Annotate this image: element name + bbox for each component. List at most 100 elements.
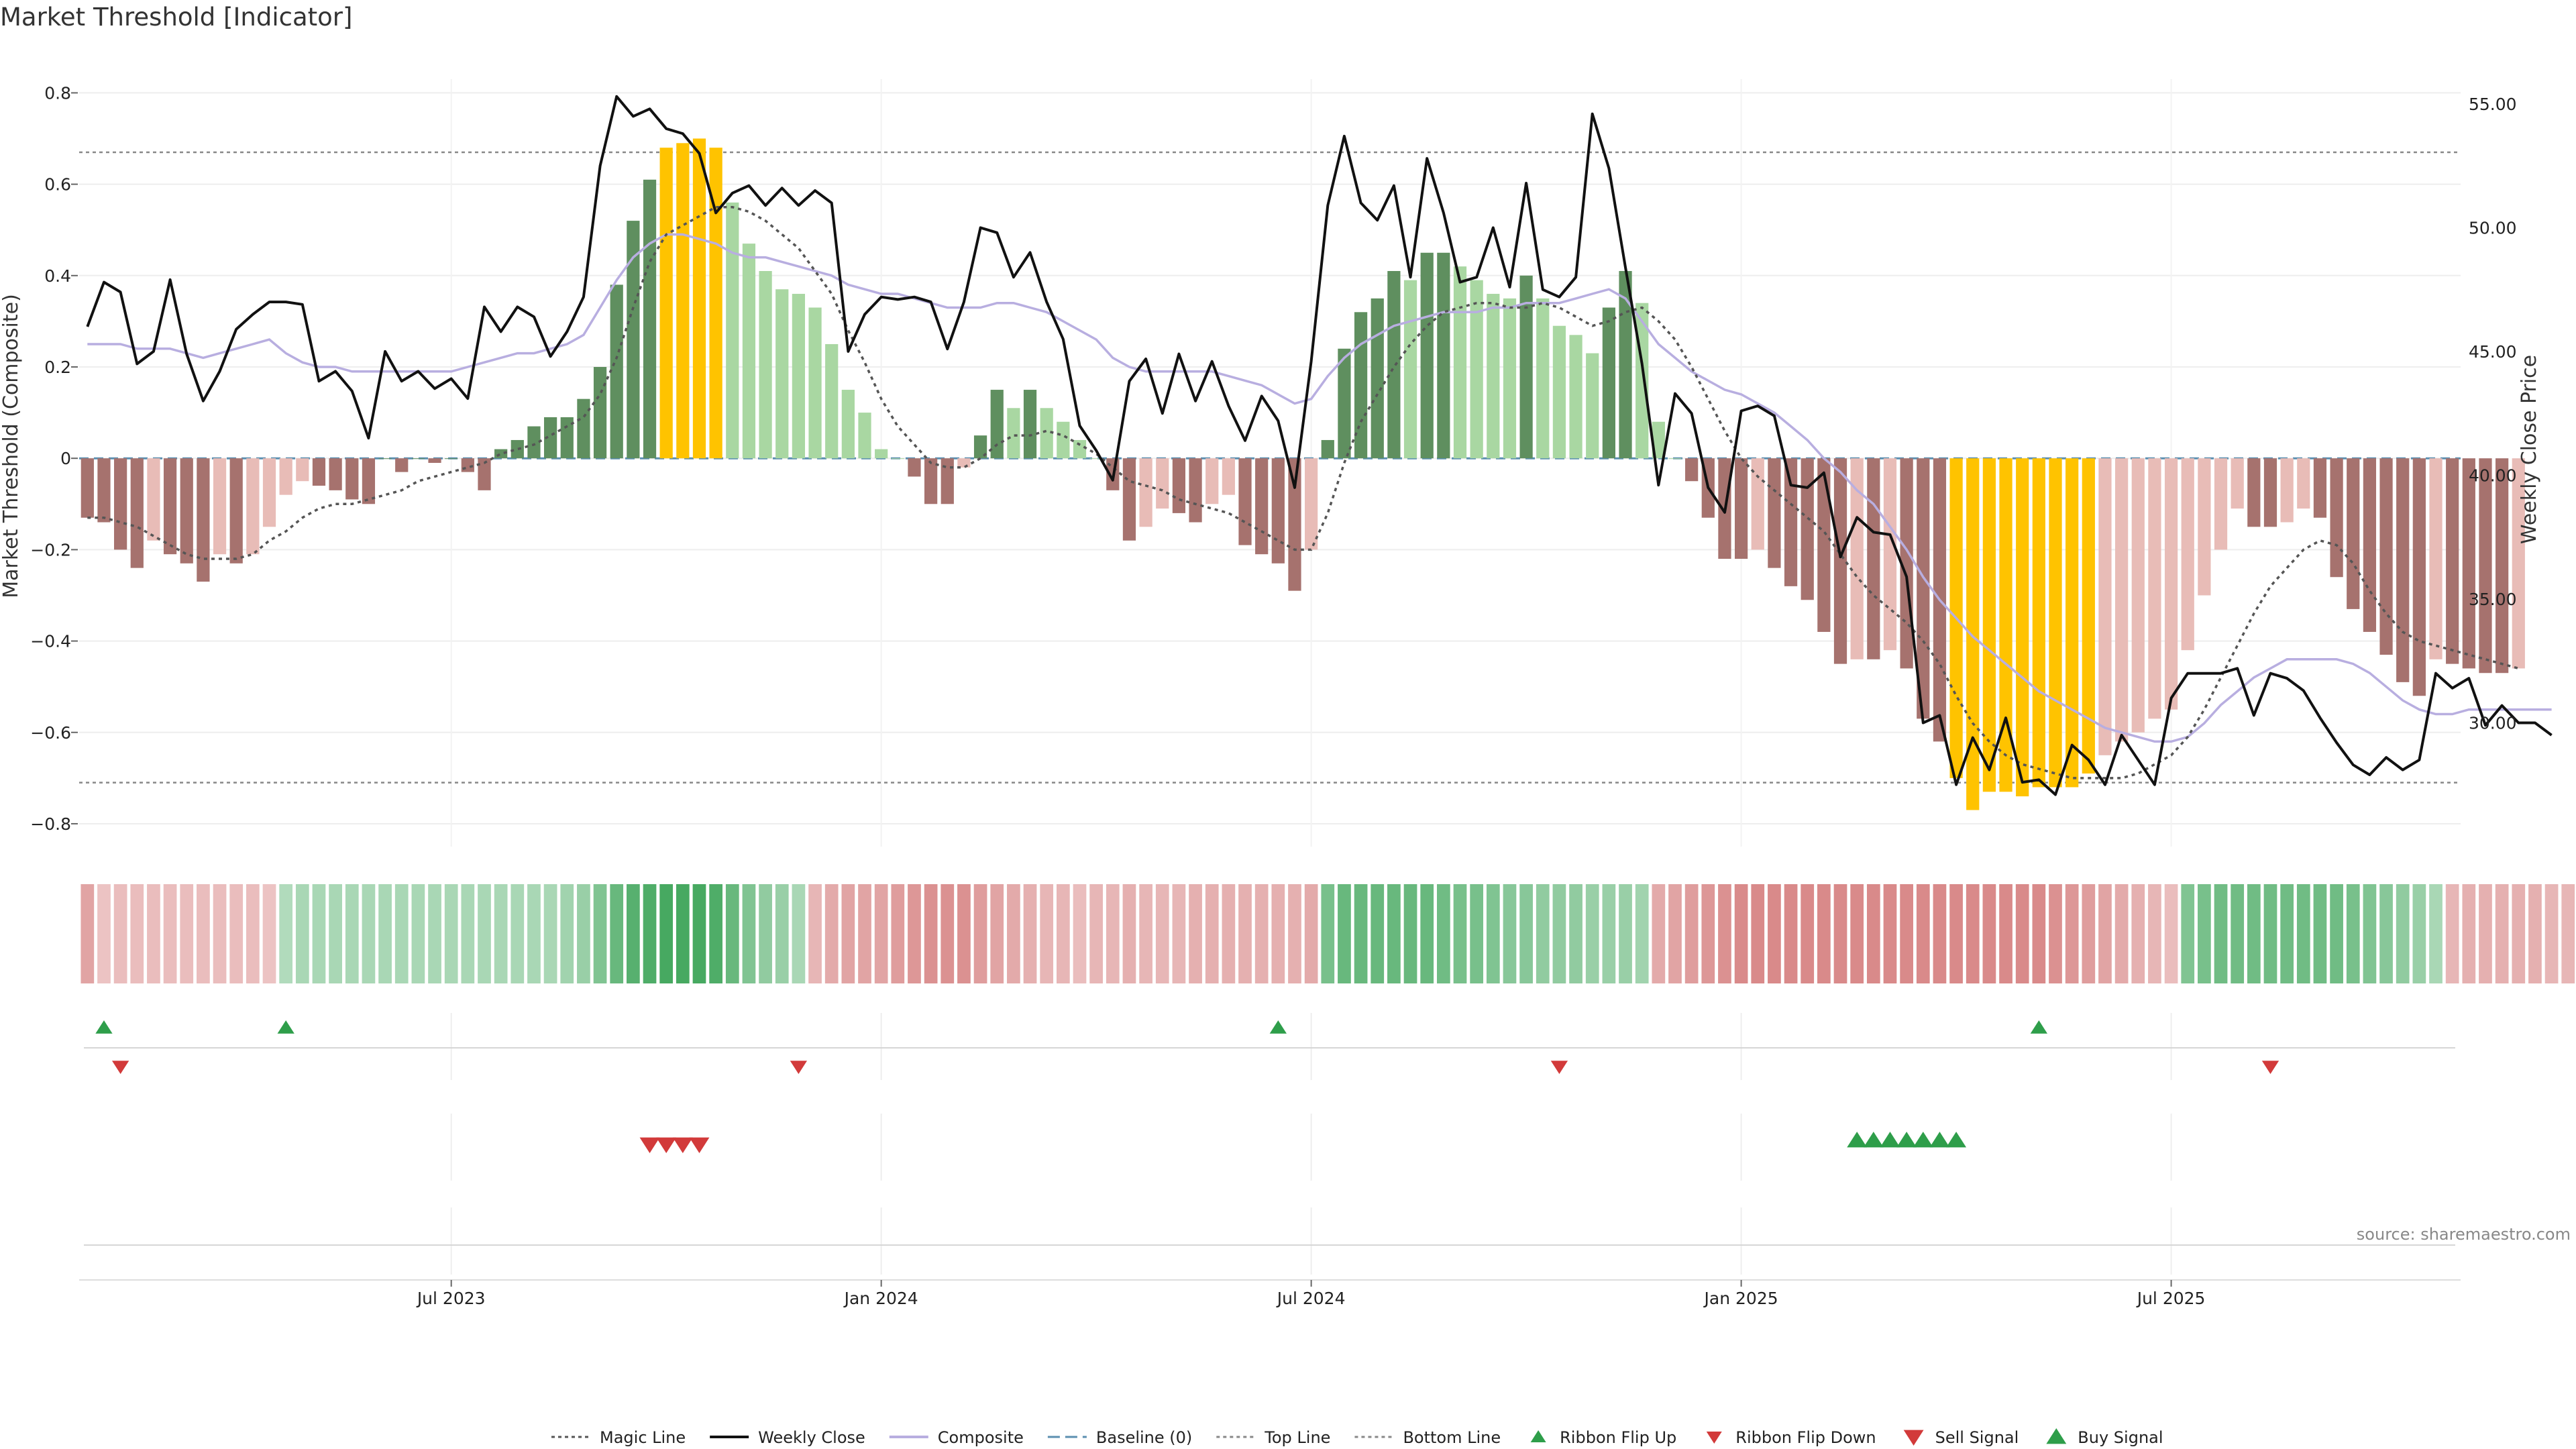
ribbon-cell	[560, 884, 574, 983]
histogram-bar	[875, 449, 888, 459]
ribbon-cell	[676, 884, 690, 983]
histogram-bar	[2412, 458, 2426, 696]
histogram-bar	[1652, 421, 1665, 459]
histogram-bar	[792, 294, 806, 459]
histogram-bar	[2446, 458, 2459, 664]
ribbon-cell	[1304, 884, 1318, 983]
histogram-bar	[2065, 458, 2079, 788]
histogram-bar	[1619, 271, 1632, 459]
y-right-tick-label: 35.00	[2469, 590, 2517, 609]
y-right-tick-label: 40.00	[2469, 466, 2517, 485]
ribbon-cell	[1966, 884, 1980, 983]
histogram-bar	[2396, 458, 2410, 682]
histogram-bar	[345, 458, 359, 500]
ribbon-cell	[2114, 884, 2129, 983]
legend-item: Bottom Line	[1354, 1428, 1501, 1447]
histogram-bar	[1007, 408, 1020, 459]
histogram-bar	[2016, 458, 2029, 797]
histogram-bar	[147, 458, 160, 541]
ribbon-cell	[1189, 884, 1202, 983]
ribbon-cell	[511, 884, 525, 983]
histogram-bar	[990, 390, 1004, 459]
histogram-bar	[709, 148, 722, 459]
y-axis-left-title: Market Threshold (Composite)	[0, 294, 23, 598]
histogram-bar	[97, 458, 111, 523]
ribbon-cell	[1089, 884, 1104, 983]
ribbon-cell	[924, 884, 938, 983]
histogram-bar	[1453, 266, 1467, 459]
histogram-bar	[2148, 458, 2161, 719]
ribbon-cell	[1056, 884, 1070, 983]
y-right-tick-label: 30.00	[2469, 713, 2517, 733]
ribbon-cell	[345, 884, 359, 983]
histogram-bar	[1966, 458, 1980, 810]
histogram-bar	[742, 244, 756, 459]
x-tick-label: Jul 2024	[1276, 1289, 1346, 1308]
y-axis-left-ticks: 0.8 0.6 0.4 0.2 0 −0.2 −0.4 −0.6 −0.8	[30, 83, 78, 834]
y-right-tick-label: 55.00	[2469, 95, 2517, 114]
ribbon-cell	[312, 884, 326, 983]
ribbon-cell	[2296, 884, 2310, 983]
histogram-bar	[2429, 458, 2443, 659]
ribbon-cell	[1040, 884, 1054, 983]
ribbon-cell	[709, 884, 722, 983]
histogram-bar	[775, 289, 789, 459]
histogram-bar	[908, 458, 921, 477]
legend-item: Weekly Close	[710, 1428, 865, 1447]
histogram-bar	[2496, 458, 2509, 674]
ribbon-cell	[2544, 884, 2559, 983]
histogram-bar	[1189, 458, 1202, 523]
histogram-bar	[494, 449, 508, 459]
ribbon-cell	[80, 884, 95, 983]
histogram-bar	[1420, 252, 1434, 459]
histogram-bar	[180, 458, 193, 564]
buy-signal-marker	[1896, 1132, 1917, 1148]
ribbon-cell	[1569, 884, 1582, 983]
histogram-bar	[1734, 458, 1748, 559]
ribbon-cell	[1007, 884, 1020, 983]
histogram-bar	[197, 458, 210, 582]
ribbon-cell	[428, 884, 441, 983]
histogram-bar	[80, 458, 94, 518]
histogram-bar	[627, 221, 640, 459]
histogram-bar	[511, 439, 524, 459]
ribbon-cell	[329, 884, 342, 983]
ribbon-cell	[1916, 884, 1930, 983]
histogram-bar	[2330, 458, 2343, 578]
ribbon-cell	[279, 884, 293, 983]
ribbon-cell	[1155, 884, 1169, 983]
ribbon-flip-down-marker	[1550, 1061, 1568, 1074]
legend-label: Top Line	[1264, 1428, 1330, 1447]
histogram-bar	[808, 307, 822, 459]
histogram-bar	[2313, 458, 2327, 518]
histogram-bar	[957, 458, 971, 468]
y-left-tick-label: 0.6	[44, 175, 71, 195]
legend-item: Sell Signal	[1903, 1428, 2019, 1447]
histogram-bar	[1768, 458, 1781, 568]
source-label: source: sharemaestro.com	[2357, 1225, 2571, 1244]
ribbon-cell	[1866, 884, 1880, 983]
histogram-bar	[891, 458, 904, 460]
sell-signal-marker	[639, 1137, 660, 1153]
ribbon-cell	[1172, 884, 1186, 983]
ribbon-cell	[1023, 884, 1037, 983]
legend-item: Ribbon Flip Up	[1530, 1428, 1676, 1447]
legend-item: Baseline (0)	[1047, 1428, 1192, 1447]
ribbon-cell	[908, 884, 921, 983]
buy-sell-signals	[84, 1132, 2455, 1246]
histogram-bar	[1668, 458, 1682, 460]
histogram-bar	[378, 458, 392, 460]
ribbon-cell	[1552, 884, 1566, 983]
ribbon-cell	[1436, 884, 1450, 983]
histogram-bar	[163, 458, 177, 555]
histogram-bar	[1387, 271, 1401, 459]
histogram-bar	[1685, 458, 1699, 482]
legend-label: Magic Line	[600, 1428, 686, 1447]
ribbon-cell	[2247, 884, 2261, 983]
sell-signal-marker	[656, 1137, 677, 1153]
histogram-bar	[1487, 294, 1500, 459]
ribbon-cell	[478, 884, 491, 983]
ribbon-cell	[824, 884, 839, 983]
histogram-bar	[610, 284, 623, 459]
ribbon-cell	[97, 884, 111, 983]
